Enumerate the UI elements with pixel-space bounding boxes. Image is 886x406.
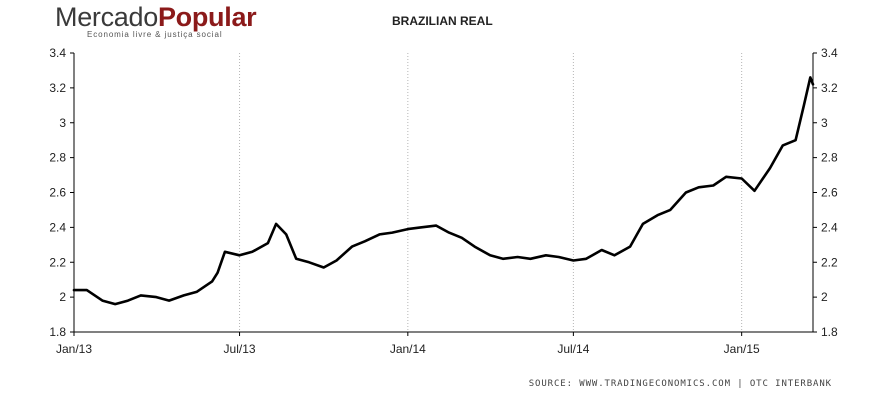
chart-title: BRAZILIAN REAL <box>392 14 493 28</box>
y-tick-label: 2.6 <box>49 186 66 200</box>
y-tick-label: 2.2 <box>49 255 66 269</box>
y-tick-label: 3.4 <box>821 46 838 60</box>
y-tick-label: 1.8 <box>821 325 838 339</box>
x-tick-label: Jul/13 <box>224 342 256 356</box>
y-tick-label: 3.2 <box>821 81 838 95</box>
y-tick-label: 2.6 <box>821 186 838 200</box>
chart-grid <box>73 53 743 332</box>
brand-logo: MercadoPopular Economia livre & justiça … <box>55 2 257 39</box>
y-tick-label: 3 <box>821 116 828 130</box>
y-tick-label: 2.4 <box>49 220 66 234</box>
x-tick-label: Jan/15 <box>724 342 760 356</box>
y-tick-label: 2.2 <box>821 255 838 269</box>
y-tick-label: 3.4 <box>49 46 66 60</box>
y-axis-right: 1.8 2 2.2 2.4 2.6 2.8 3 3.2 3.4 <box>813 46 838 339</box>
y-tick-label: 2 <box>59 290 66 304</box>
x-axis: Jan/13 Jul/13 Jan/14 Jul/14 Jan/15 <box>56 332 760 356</box>
y-tick-label: 3.2 <box>49 81 66 95</box>
source-credit: SOURCE: WWW.TRADINGECONOMICS.COM | OTC I… <box>528 379 832 389</box>
x-tick-label: Jan/14 <box>390 342 426 356</box>
logo-tagline: Economia livre & justiça social <box>87 30 223 39</box>
series-line <box>72 76 815 306</box>
y-tick-label: 1.8 <box>49 325 66 339</box>
chart-axes <box>73 53 814 333</box>
y-tick-label: 3 <box>59 116 66 130</box>
y-tick-label: 2.4 <box>821 220 838 234</box>
x-tick-label: Jul/14 <box>557 342 589 356</box>
logo-wordmark: MercadoPopular <box>55 2 257 32</box>
x-tick-label: Jan/13 <box>56 342 92 356</box>
y-tick-label: 2.8 <box>821 151 838 165</box>
y-axis-left: 1.8 2 2.2 2.4 2.6 2.8 3 3.2 3.4 <box>49 46 74 339</box>
y-tick-label: 2 <box>821 290 828 304</box>
y-tick-label: 2.8 <box>49 151 66 165</box>
series-group <box>72 76 815 306</box>
